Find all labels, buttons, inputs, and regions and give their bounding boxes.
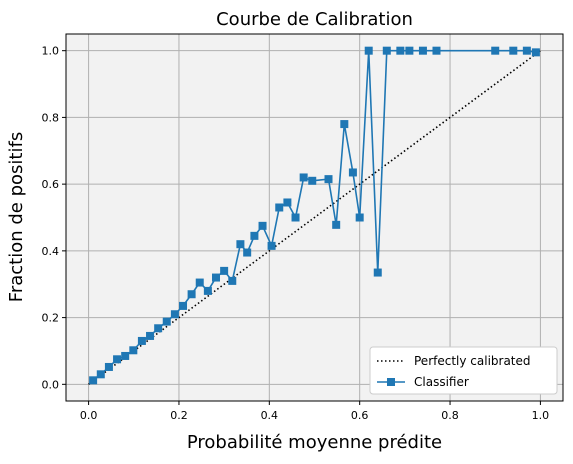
classifier-point — [491, 46, 500, 55]
series-layer — [88, 46, 541, 385]
classifier-point — [236, 240, 245, 249]
y-tick-label: 0.0 — [42, 378, 60, 391]
classifier-point — [332, 220, 341, 229]
chart-title: Courbe de Calibration — [216, 9, 413, 30]
classifier-point — [267, 241, 276, 250]
classifier-point — [187, 290, 196, 299]
classifier-point — [195, 278, 204, 287]
classifier-point — [396, 46, 405, 55]
x-tick-label: 0.0 — [80, 409, 98, 422]
classifier-point — [96, 370, 105, 379]
classifier-point — [146, 331, 155, 340]
classifier-point — [348, 168, 357, 177]
classifier-point — [283, 198, 292, 207]
classifier-point — [179, 301, 188, 310]
y-axis-title: Fraction de positifs — [6, 132, 27, 302]
legend-marker-classifier — [387, 378, 395, 386]
classifier-point — [129, 346, 138, 355]
perfect-calibration-line — [88, 50, 541, 385]
classifier-point — [382, 46, 391, 55]
classifier-point — [522, 46, 531, 55]
plot-frame — [65, 33, 564, 402]
x-tick-label: 0.2 — [170, 409, 188, 422]
legend-box — [369, 346, 558, 395]
y-tick-label: 0.4 — [42, 245, 60, 258]
classifier-point — [324, 175, 333, 184]
classifier-point — [220, 266, 229, 275]
classifier-point — [203, 286, 212, 295]
classifier-point — [212, 273, 221, 282]
x-tick-label: 0.6 — [351, 409, 369, 422]
legend-label-classifier: Classifier — [414, 375, 469, 389]
classifier-point — [243, 248, 252, 257]
axis-ticks: 0.0 0.2 0.4 0.6 0.8 1.0 0.0 0.2 0.4 0.6 0.8 1.0 — [42, 45, 550, 422]
legend: Perfectly calibrated Classifier — [369, 346, 558, 395]
classifier-point — [373, 268, 382, 277]
classifier-point — [104, 362, 113, 371]
classifier-point — [113, 355, 122, 364]
classifier-point — [137, 336, 146, 345]
classifier-point — [418, 46, 427, 55]
x-axis-title: Probabilité moyenne prédite — [187, 432, 442, 453]
classifier-point — [89, 376, 98, 385]
y-tick-label: 1.0 — [42, 45, 60, 58]
classifier-point — [170, 310, 179, 319]
x-tick-label: 0.8 — [441, 409, 459, 422]
legend-label-perfect: Perfectly calibrated — [414, 354, 531, 368]
classifier-point — [405, 46, 414, 55]
y-tick-label: 0.8 — [42, 111, 60, 124]
classifier-point — [154, 324, 163, 333]
classifier-point — [250, 231, 259, 240]
classifier-point — [308, 176, 317, 185]
y-tick-label: 0.6 — [42, 178, 60, 191]
classifier-point — [509, 46, 518, 55]
classifier-point — [340, 120, 349, 129]
classifier-point — [121, 351, 130, 360]
classifier-point — [258, 221, 267, 230]
classifier-point — [162, 317, 171, 326]
classifier-point — [299, 173, 308, 182]
x-tick-label: 1.0 — [532, 409, 550, 422]
classifier-point — [275, 203, 284, 212]
x-tick-label: 0.4 — [261, 409, 279, 422]
classifier-point — [531, 48, 540, 57]
classifier-point — [355, 213, 364, 222]
classifier-point — [364, 46, 373, 55]
y-tick-label: 0.2 — [42, 312, 60, 325]
classifier-point — [228, 276, 237, 285]
classifier-point — [291, 213, 300, 222]
classifier-point — [432, 46, 441, 55]
